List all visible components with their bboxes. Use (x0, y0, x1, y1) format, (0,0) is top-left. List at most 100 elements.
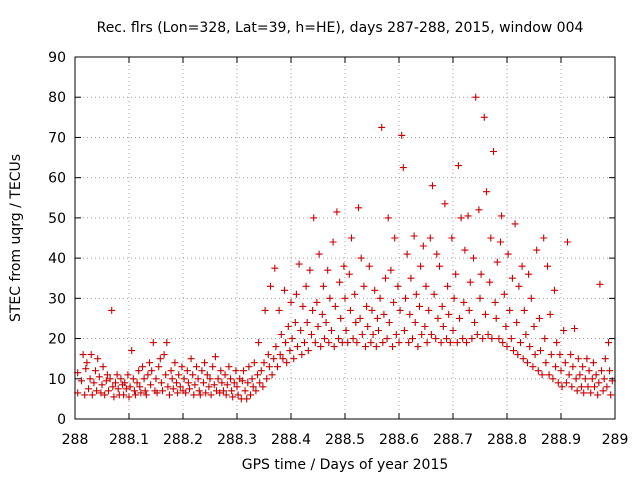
data-point (572, 375, 580, 383)
data-point (92, 367, 99, 375)
data-point (497, 238, 504, 246)
data-point (126, 383, 134, 391)
data-point (191, 381, 199, 389)
data-point (298, 351, 306, 359)
data-point (385, 319, 393, 326)
data-point (195, 387, 203, 395)
data-point (183, 367, 191, 375)
data-point (356, 314, 364, 322)
data-point (173, 379, 180, 387)
data-point (545, 371, 553, 379)
data-point (263, 375, 271, 383)
data-point (223, 381, 231, 389)
data-point (584, 383, 592, 391)
data-point (578, 383, 585, 391)
data-point (171, 359, 179, 367)
data-point (430, 290, 438, 298)
data-point (229, 393, 237, 401)
data-point (399, 164, 407, 172)
data-point (465, 306, 473, 314)
data-point (433, 250, 441, 258)
data-point (311, 339, 319, 347)
data-point (498, 212, 506, 220)
data-point (141, 387, 149, 395)
data-point (129, 375, 137, 383)
data-point (384, 214, 392, 222)
data-point (487, 234, 495, 242)
data-point (176, 383, 184, 391)
data-point (449, 327, 457, 334)
data-point (232, 367, 240, 375)
data-point (255, 339, 263, 347)
data-point (473, 331, 481, 338)
data-point (276, 351, 284, 359)
data-point (416, 302, 423, 310)
data-point (193, 363, 200, 371)
data-point (457, 214, 465, 222)
data-point (294, 343, 301, 351)
data-point (357, 254, 365, 262)
data-point (429, 182, 436, 190)
data-point (174, 389, 182, 397)
data-point (157, 379, 165, 387)
data-point (375, 327, 382, 334)
data-point (407, 274, 415, 282)
data-point (486, 278, 494, 286)
data-point (85, 385, 92, 393)
data-point (596, 280, 604, 288)
data-point (517, 339, 524, 347)
data-point (233, 383, 241, 391)
data-point (589, 359, 597, 367)
data-point (230, 379, 238, 387)
data-point (601, 355, 609, 363)
x-tick-label: 288.6 (379, 432, 419, 448)
data-point (207, 391, 215, 399)
data-point (83, 359, 91, 367)
data-point (340, 262, 348, 270)
data-point (286, 347, 294, 355)
data-point (519, 355, 527, 363)
data-point (552, 363, 560, 371)
data-point (565, 371, 573, 379)
data-point (441, 200, 449, 208)
data-point (81, 391, 89, 399)
data-point (400, 327, 408, 334)
data-point (325, 339, 333, 347)
data-point (576, 371, 584, 379)
data-point (389, 343, 396, 351)
y-tick-label: 40 (48, 251, 66, 267)
data-point (493, 258, 501, 266)
data-point (606, 367, 614, 375)
data-point (308, 331, 315, 338)
data-point (282, 339, 290, 347)
data-point (130, 387, 138, 395)
data-point (283, 359, 291, 367)
data-point (591, 383, 598, 391)
data-point (475, 206, 483, 214)
data-point (598, 367, 605, 375)
data-point (499, 339, 507, 347)
data-point (425, 306, 433, 314)
data-point (252, 387, 260, 395)
data-point (140, 375, 148, 383)
data-point (453, 339, 461, 347)
data-point (592, 371, 600, 379)
data-point (373, 314, 381, 322)
data-point (534, 367, 542, 375)
data-point (169, 385, 177, 393)
data-point (506, 306, 514, 314)
data-point (579, 363, 587, 371)
data-point (267, 282, 274, 290)
data-point (93, 387, 101, 395)
data-point (468, 335, 476, 343)
data-point (443, 335, 450, 343)
data-point (490, 148, 497, 155)
data-point (567, 351, 575, 359)
data-point (284, 323, 292, 330)
data-point (189, 371, 197, 379)
x-tick-labels: 288 288.1 288.2 288.3 288.4 288.5 288.6 288.7 28… (62, 432, 629, 448)
data-point (535, 314, 543, 322)
data-point (515, 282, 523, 290)
data-point (419, 242, 427, 250)
data-point (187, 355, 195, 363)
